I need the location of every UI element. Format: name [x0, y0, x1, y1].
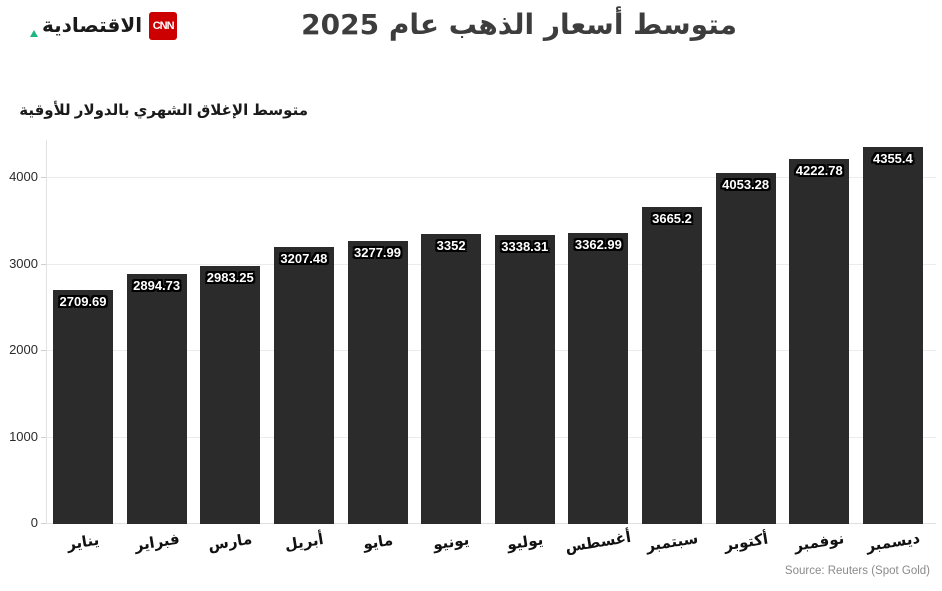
bar-column: 4053.28 أكتوبر [715, 140, 776, 554]
source-credit: Source: Reuters (Spot Gold) [784, 565, 930, 577]
bar-column: 2983.25 مارس [200, 140, 261, 554]
gridline [46, 436, 936, 438]
bar: 2983.25 [200, 266, 261, 524]
bar-column: 3665.2 سبتمبر [642, 140, 702, 555]
y-axis-line [46, 140, 47, 524]
bar: 2709.69 [53, 289, 113, 524]
gridline [46, 263, 936, 265]
bar-column: 3338.31 يوليو [494, 140, 555, 554]
y-tick-mark [41, 263, 46, 265]
y-tick-label: 0 [30, 515, 38, 530]
cnn-logo-text: CNN [152, 20, 175, 32]
x-axis-baseline [46, 523, 936, 524]
bar-column: 3277.99 مايو [347, 140, 408, 553]
bar: 3665.2 [642, 207, 702, 524]
bar-column: 3207.48 أبريل [273, 140, 334, 554]
bar-value-label: 2983.25 [206, 270, 254, 285]
x-tick-label: مايو [361, 531, 394, 554]
bar-value-label: 3352 [436, 238, 466, 254]
bar-chart-plot-area: 0 1000 2000 3000 4000 2709.69 يناير 2894.73 فبر… [9, 140, 936, 556]
bar-column: 2709.69 يناير [53, 140, 113, 553]
bar: 3352 [421, 234, 482, 524]
x-tick-label: نوفمبر [793, 530, 846, 555]
y-tick-label: 1000 [9, 428, 38, 444]
x-tick-label: يناير [65, 531, 101, 554]
x-tick-label: ديسمبر [864, 529, 921, 556]
gridline [46, 350, 936, 352]
x-tick-label: يونيو [431, 531, 471, 554]
bar-value-label: 4355.4 [872, 151, 913, 167]
gridline [46, 177, 936, 179]
brand-name: الاقتصادية [42, 15, 143, 37]
bar-value-label: 2894.73 [133, 277, 181, 293]
bar: 2894.73 [126, 273, 187, 524]
bar-column: 4222.78 نوفمبر [789, 140, 850, 555]
x-tick-label: أكتوبر [722, 530, 769, 555]
cnn-logo-icon: CNN [149, 12, 178, 40]
y-tick-label: 2000 [9, 342, 38, 358]
bar: 4222.78 [789, 158, 850, 524]
bar: 3207.48 [273, 246, 334, 524]
y-axis-label: متوسط الإغلاق الشهري بالدولار للأوقية [19, 102, 308, 119]
bar-value-label: 3665.2 [652, 211, 692, 227]
bar-value-label: 4053.28 [722, 177, 770, 193]
bar: 3338.31 [494, 235, 555, 524]
y-tick-mark [41, 177, 46, 179]
x-tick-label: يوليو [505, 531, 545, 554]
y-tick-mark [41, 350, 46, 352]
bar: 4355.4 [862, 147, 923, 524]
bar-value-label: 3207.48 [280, 250, 328, 266]
bar-column: 4355.4 ديسمبر [862, 140, 923, 555]
x-tick-label: مارس [207, 530, 254, 555]
y-tick-label: 4000 [9, 169, 38, 185]
bar-value-label: 3338.31 [501, 239, 549, 255]
bar: 3362.99 [568, 233, 629, 524]
chart-title: متوسط أسعار الذهب عام 2025 [301, 8, 737, 41]
brand-logo: الاقتصادية CNN [30, 12, 178, 40]
bar-column: 3352 يونيو [421, 140, 482, 554]
bar-value-label: 4222.78 [795, 162, 843, 178]
bar: 3277.99 [347, 240, 408, 524]
brand-triangle-icon [30, 30, 38, 37]
x-tick-label: أبريل [283, 531, 325, 554]
bar: 4053.28 [715, 173, 776, 524]
bars-group: 2709.69 يناير 2894.73 فبراير 2983.25 مارس 3207… [46, 140, 936, 556]
bar-column: 3362.99 أغسطس [564, 140, 633, 556]
y-tick-mark [41, 523, 46, 524]
y-tick-mark [41, 436, 46, 438]
x-tick-label: فبراير [132, 530, 181, 555]
bar-value-label: 3362.99 [574, 237, 622, 253]
bar-value-label: 2709.69 [59, 293, 107, 309]
x-tick-label: سبتمبر [644, 529, 700, 555]
y-tick-label: 3000 [9, 255, 38, 271]
bar-column: 2894.73 فبراير [126, 140, 187, 554]
x-tick-label: أغسطس [564, 528, 633, 557]
bar-value-label: 3277.99 [354, 244, 401, 260]
